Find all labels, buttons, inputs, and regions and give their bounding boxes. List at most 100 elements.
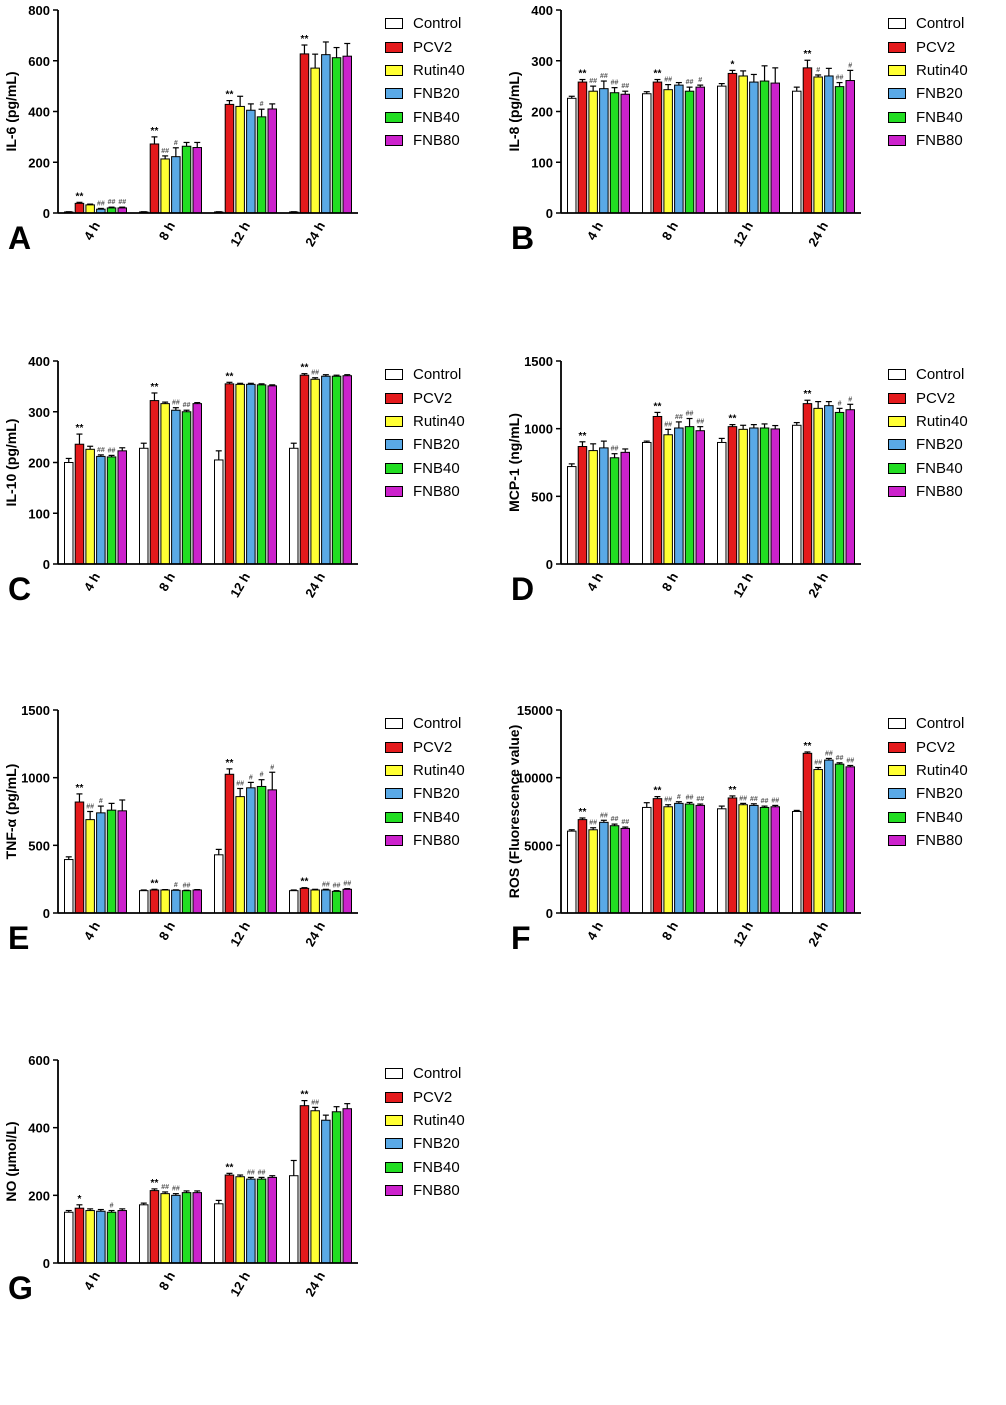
- legend-label: FNB40: [413, 108, 460, 126]
- y-tick-label: 400: [531, 3, 553, 18]
- bar-fnb80-8h: [695, 430, 705, 565]
- legend-label: PCV2: [413, 389, 453, 407]
- legend-swatch: [385, 788, 403, 800]
- legend-label: Control: [413, 366, 462, 384]
- significance-mark: #: [110, 1203, 114, 1210]
- bar-pcv2-8h: [652, 415, 663, 565]
- bar-fnb20-4h: [96, 1210, 106, 1264]
- bar-rutin40-12h: [235, 105, 245, 214]
- bar-control-8h: [139, 447, 149, 565]
- legend-swatch: [888, 111, 906, 123]
- significance-mark: **: [301, 1090, 309, 1101]
- legend-swatch: [385, 1161, 403, 1173]
- legend-label: Control: [916, 366, 965, 384]
- legend-label: Control: [413, 1065, 462, 1083]
- y-tick-label: 600: [28, 1053, 50, 1068]
- y-tick-label: 300: [531, 54, 553, 69]
- y-tick-label: 400: [28, 354, 50, 369]
- bar-rutin40-12h: [235, 796, 245, 914]
- bar-control-12h: [717, 85, 727, 214]
- bar-control-4h: [64, 462, 74, 565]
- significance-mark: #: [848, 62, 852, 69]
- bar-pcv2-8h: [149, 1190, 160, 1264]
- significance-mark: #: [270, 764, 274, 771]
- legend-label: Rutin40: [413, 1111, 465, 1129]
- bar-fnb20-4h: [599, 821, 609, 914]
- legend-item-control: Control: [385, 1062, 465, 1085]
- significance-mark: **: [729, 785, 737, 796]
- legend-label: FNB40: [413, 1158, 460, 1176]
- significance-mark: ##: [814, 760, 822, 767]
- bar-control-4h: [567, 97, 577, 214]
- significance-mark: ##: [183, 402, 191, 409]
- significance-mark: ##: [589, 820, 597, 827]
- significance-mark: ##: [172, 1186, 180, 1193]
- bar-fnb80-12h: [267, 1176, 277, 1264]
- legend: Control PCV2 Rutin40 FNB20 FNB40 FNB80: [888, 12, 968, 152]
- bar-rutin40-4h: [85, 204, 95, 214]
- legend-swatch: [385, 135, 403, 147]
- chart-panel-d: 0 500 1000 1500 MCP-1 (ng/mL) ** ## 4 h ** ## ## ##…: [503, 351, 1006, 706]
- legend-label: Control: [916, 15, 965, 33]
- bar-rutin40-12h: [738, 75, 748, 214]
- x-tick-label: 4 h: [81, 1269, 103, 1293]
- y-tick-label: 0: [43, 206, 50, 221]
- panel-letter: C: [8, 571, 32, 607]
- legend-swatch: [385, 1091, 403, 1103]
- legend-item-control: Control: [385, 12, 465, 35]
- legend-label: FNB40: [413, 459, 460, 477]
- bar-fnb80-8h: [695, 804, 705, 914]
- legend-swatch: [385, 462, 403, 474]
- legend-item-fnb80: FNB80: [888, 129, 968, 152]
- bar-fnb40-8h: [181, 411, 192, 565]
- bar-fnb40-12h: [256, 785, 267, 914]
- significance-mark: ##: [761, 798, 769, 805]
- significance-mark: ##: [600, 73, 608, 80]
- legend-item-fnb20: FNB20: [888, 82, 968, 105]
- significance-mark: ##: [611, 816, 619, 823]
- bar-rutin40-24h: [310, 67, 320, 214]
- legend-item-control: Control: [888, 12, 968, 35]
- bar-fnb20-12h: [749, 81, 759, 214]
- panel-letter: A: [8, 220, 32, 256]
- significance-mark: **: [76, 423, 84, 434]
- bar-control-8h: [642, 93, 652, 214]
- legend-item-rutin40: Rutin40: [888, 59, 968, 82]
- bar-fnb80-12h: [267, 385, 277, 565]
- y-tick-label: 10000: [517, 771, 553, 786]
- bar-fnb40-8h: [684, 90, 695, 214]
- legend-swatch: [888, 811, 906, 823]
- bar-fnb40-8h: [181, 1192, 192, 1264]
- bar-fnb80-24h: [845, 80, 855, 214]
- panel-letter: E: [8, 920, 30, 956]
- x-tick-label: 12 h: [730, 570, 756, 600]
- bar-fnb20-12h: [749, 804, 759, 914]
- significance-mark: **: [301, 363, 309, 374]
- legend-item-pcv2: PCV2: [888, 735, 968, 758]
- bar-fnb80-12h: [267, 789, 277, 914]
- legend-label: Rutin40: [413, 61, 465, 79]
- chart-svg: 0 5000 10000 15000 ROS (Fluorescence value) *…: [506, 703, 861, 949]
- legend-label: Control: [413, 715, 462, 733]
- x-tick-label: 8 h: [659, 570, 681, 594]
- significance-mark: ##: [600, 812, 608, 819]
- bar-rutin40-8h: [160, 889, 170, 914]
- bar-control-12h: [717, 441, 727, 565]
- significance-mark: **: [151, 126, 159, 137]
- significance-mark: ##: [161, 1184, 169, 1191]
- legend-label: FNB80: [413, 832, 460, 850]
- bar-rutin40-4h: [85, 819, 95, 914]
- legend-label: PCV2: [916, 738, 956, 756]
- legend-item-pcv2: PCV2: [385, 735, 465, 758]
- bar-pcv2-4h: [577, 81, 588, 214]
- bar-fnb20-12h: [246, 1178, 256, 1264]
- bar-fnb20-24h: [824, 759, 834, 914]
- legend-swatch: [385, 18, 403, 30]
- x-tick-label: 4 h: [81, 219, 103, 243]
- bar-pcv2-24h: [299, 374, 310, 565]
- bar-pcv2-4h: [74, 801, 85, 914]
- bar-rutin40-4h: [588, 90, 598, 214]
- significance-mark: ##: [739, 795, 747, 802]
- bar-fnb40-24h: [834, 763, 845, 914]
